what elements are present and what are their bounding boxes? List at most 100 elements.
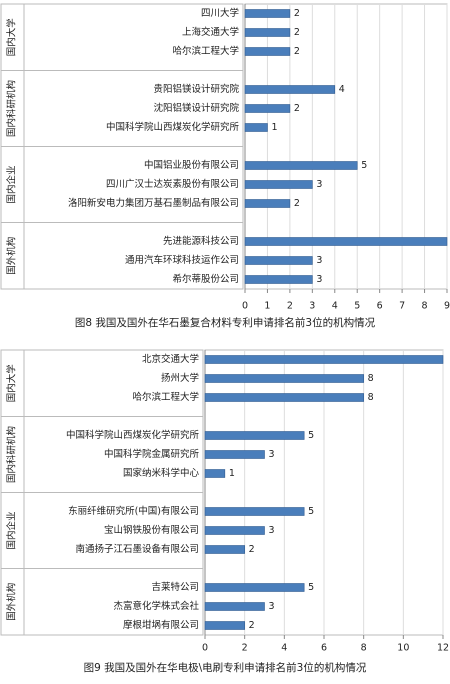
category-label: 吉莱特公司 bbox=[151, 581, 199, 593]
bar bbox=[204, 507, 305, 516]
category-label: 先进能源科技公司 bbox=[163, 235, 239, 247]
bar bbox=[244, 199, 291, 208]
value-label: 1 bbox=[229, 468, 235, 479]
value-label: 3 bbox=[269, 449, 275, 460]
value-label: 4 bbox=[339, 84, 345, 95]
group-label: 国内大学 bbox=[6, 18, 18, 56]
bar bbox=[204, 526, 265, 535]
category-label: 四川大学 bbox=[201, 7, 239, 19]
bar bbox=[244, 123, 268, 132]
category-label: 哈尔滨工程大学 bbox=[172, 45, 239, 57]
x-tick-label: 4 bbox=[281, 643, 287, 654]
value-label: 2 bbox=[294, 8, 300, 19]
category-label: 贵阳铝镁设计研究院 bbox=[153, 83, 239, 95]
category-label: 南通扬子江石墨设备有限公司 bbox=[75, 543, 199, 555]
x-tick-label: 2 bbox=[242, 643, 248, 654]
category-label: 中国铝业股份有限公司 bbox=[144, 159, 239, 171]
category-label: 宝山钢铁股份有限公司 bbox=[104, 524, 199, 536]
bar bbox=[204, 602, 265, 611]
value-label: 3 bbox=[269, 525, 275, 536]
value-label: 3 bbox=[316, 255, 322, 266]
category-label: 通用汽车环球科技运作公司 bbox=[125, 254, 239, 266]
bar bbox=[244, 85, 336, 94]
group-label: 国外机构 bbox=[6, 583, 18, 621]
value-label: 5 bbox=[308, 506, 314, 517]
bar bbox=[244, 237, 448, 246]
value-label: 2 bbox=[249, 620, 255, 631]
x-tick-label: 7 bbox=[399, 301, 405, 312]
x-tick-label: 6 bbox=[321, 643, 327, 654]
x-tick-label: 6 bbox=[377, 301, 383, 312]
bar bbox=[244, 47, 291, 56]
group-label: 国内科研机构 bbox=[6, 80, 18, 137]
x-tick-label: 12 bbox=[437, 643, 449, 654]
bar bbox=[244, 28, 291, 37]
value-label: 3 bbox=[316, 274, 322, 285]
category-label: 沈阳铝镁设计研究院 bbox=[153, 102, 239, 114]
bar bbox=[244, 161, 358, 170]
bar bbox=[204, 469, 226, 478]
bar bbox=[204, 431, 305, 440]
x-tick-label: 0 bbox=[242, 301, 248, 312]
group-label: 国内企业 bbox=[6, 511, 18, 549]
x-tick-label: 0 bbox=[202, 643, 208, 654]
category-label: 中国科学院山西煤炭化学研究所 bbox=[66, 429, 200, 441]
value-label: 2 bbox=[294, 46, 300, 57]
bar bbox=[204, 583, 305, 592]
x-tick-label: 8 bbox=[361, 643, 367, 654]
bar bbox=[244, 256, 313, 265]
bar bbox=[204, 355, 444, 364]
category-label: 国家纳米科学中心 bbox=[123, 467, 200, 479]
bar bbox=[244, 275, 313, 284]
value-label: 8 bbox=[368, 392, 374, 403]
category-label: 希尔蒂股份公司 bbox=[172, 273, 239, 285]
bar bbox=[204, 450, 265, 459]
category-label: 东丽纤维研究所(中国)有限公司 bbox=[68, 505, 199, 517]
value-label: 5 bbox=[308, 582, 314, 593]
chart-title: 图8 我国及国外在华石墨复合材料专利申请排名前3位的机构情况 bbox=[75, 316, 376, 329]
value-label: 2 bbox=[294, 103, 300, 114]
group-label: 国内企业 bbox=[6, 165, 18, 203]
x-tick-label: 2 bbox=[287, 301, 293, 312]
value-label: 1 bbox=[271, 122, 277, 133]
category-label: 摩根坩埚有限公司 bbox=[123, 619, 199, 631]
category-label: 上海交通大学 bbox=[182, 26, 239, 38]
bar bbox=[204, 374, 364, 383]
value-label: 5 bbox=[361, 160, 367, 171]
category-label: 哈尔滨工程大学 bbox=[132, 391, 199, 403]
category-label: 扬州大学 bbox=[161, 372, 199, 384]
bar bbox=[204, 621, 245, 630]
value-label: 5 bbox=[308, 430, 314, 441]
x-tick-label: 1 bbox=[264, 301, 270, 312]
bar bbox=[244, 104, 291, 113]
bar bbox=[244, 9, 291, 18]
bar bbox=[204, 393, 364, 402]
x-tick-label: 4 bbox=[332, 301, 338, 312]
value-label: 8 bbox=[368, 373, 374, 384]
category-label: 四川广汉士达炭素股份有限公司 bbox=[106, 178, 239, 190]
x-tick-label: 10 bbox=[397, 643, 409, 654]
value-label: 2 bbox=[249, 544, 255, 555]
chart-title: 图9 我国及国外在华电极\电刷专利申请排名前3位的机构情况 bbox=[84, 661, 367, 674]
category-label: 北京交通大学 bbox=[142, 353, 199, 365]
x-tick-label: 3 bbox=[309, 301, 315, 312]
value-label: 2 bbox=[294, 198, 300, 209]
group-label: 国内科研机构 bbox=[6, 426, 18, 483]
x-tick-label: 5 bbox=[354, 301, 360, 312]
category-label: 中国科学院金属研究所 bbox=[104, 448, 200, 460]
category-label: 中国科学院山西煤炭化学研究所 bbox=[106, 121, 240, 133]
bar bbox=[204, 545, 245, 554]
value-label: 3 bbox=[316, 179, 322, 190]
plot-area bbox=[244, 3, 448, 290]
bar bbox=[244, 180, 313, 189]
category-label: 洛阳新安电力集团万基石墨制品有限公司 bbox=[68, 197, 239, 209]
x-tick-label: 8 bbox=[422, 301, 428, 312]
x-tick-label: 9 bbox=[444, 301, 450, 312]
category-label: 杰富意化学株式会社 bbox=[113, 600, 199, 612]
group-label: 国内大学 bbox=[6, 364, 18, 402]
value-label: 3 bbox=[269, 601, 275, 612]
group-label: 国外机构 bbox=[6, 237, 18, 275]
value-label: 2 bbox=[294, 27, 300, 38]
